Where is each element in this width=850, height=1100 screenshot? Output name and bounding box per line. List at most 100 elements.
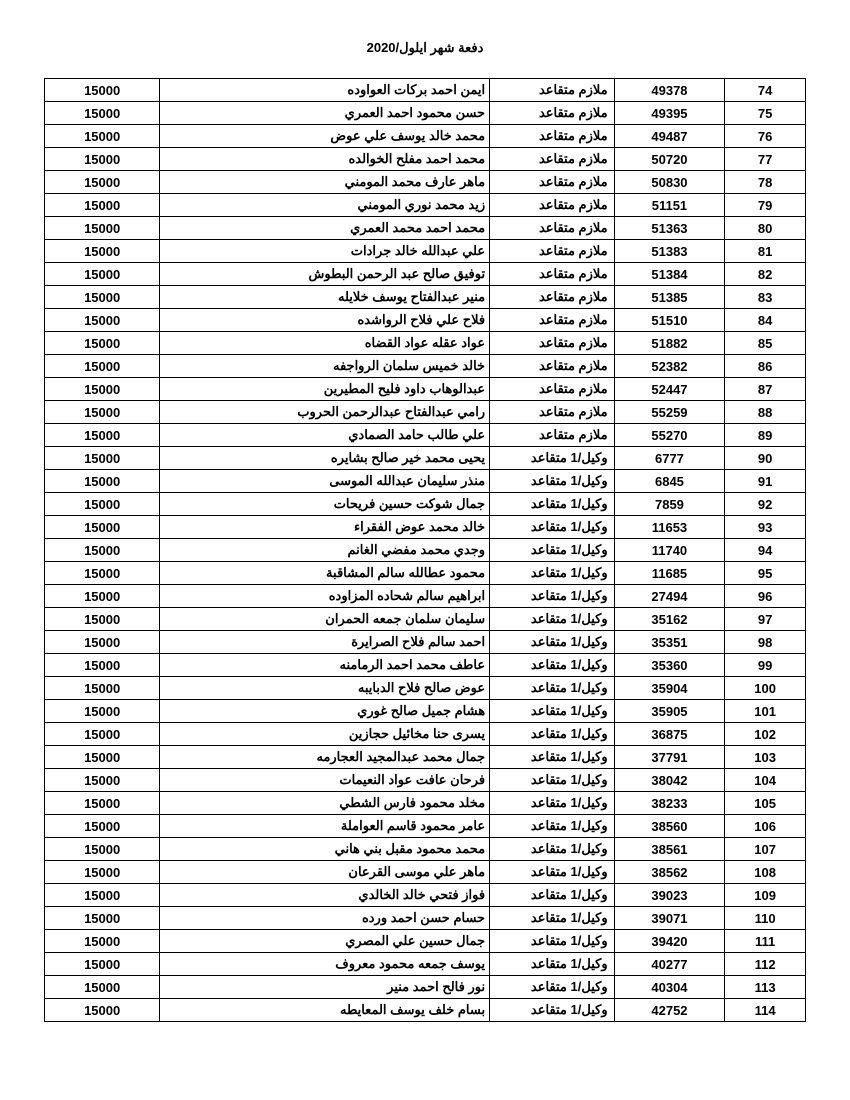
cell-rank: ملازم متقاعد	[490, 355, 615, 378]
cell-rank: وكيل/1 متقاعد	[490, 746, 615, 769]
cell-seq: 114	[725, 999, 806, 1022]
cell-amount: 15000	[45, 723, 160, 746]
cell-amount: 15000	[45, 401, 160, 424]
cell-rank: وكيل/1 متقاعد	[490, 654, 615, 677]
cell-seq: 91	[725, 470, 806, 493]
table-row: 7750720ملازم متقاعدمحمد احمد مفلح الخوال…	[45, 148, 806, 171]
cell-rank: وكيل/1 متقاعد	[490, 608, 615, 631]
cell-seq: 76	[725, 125, 806, 148]
cell-name: مخلد محمود فارس الشطي	[160, 792, 490, 815]
cell-id: 49487	[614, 125, 725, 148]
cell-rank: وكيل/1 متقاعد	[490, 539, 615, 562]
cell-id: 35904	[614, 677, 725, 700]
cell-id: 38562	[614, 861, 725, 884]
cell-name: ماهر علي موسى القرعان	[160, 861, 490, 884]
cell-amount: 15000	[45, 654, 160, 677]
cell-seq: 101	[725, 700, 806, 723]
table-row: 8551882ملازم متقاعدعواد عقله عواد القضاه…	[45, 332, 806, 355]
cell-id: 50830	[614, 171, 725, 194]
table-row: 11139420وكيل/1 متقاعدجمال حسين علي المصر…	[45, 930, 806, 953]
table-row: 10638560وكيل/1 متقاعدعامر محمود قاسم الع…	[45, 815, 806, 838]
cell-amount: 15000	[45, 999, 160, 1022]
table-row: 9835351وكيل/1 متقاعداحمد سالم فلاح الصرا…	[45, 631, 806, 654]
cell-amount: 15000	[45, 585, 160, 608]
cell-amount: 15000	[45, 148, 160, 171]
cell-id: 52447	[614, 378, 725, 401]
cell-amount: 15000	[45, 792, 160, 815]
cell-id: 39023	[614, 884, 725, 907]
cell-rank: ملازم متقاعد	[490, 194, 615, 217]
cell-amount: 15000	[45, 631, 160, 654]
cell-amount: 15000	[45, 286, 160, 309]
table-row: 8151383ملازم متقاعدعلي عبدالله خالد جراد…	[45, 240, 806, 263]
page-title: دفعة شهر ايلول/2020	[44, 40, 806, 56]
cell-name: وجدي محمد مفضي الغانم	[160, 539, 490, 562]
cell-rank: وكيل/1 متقاعد	[490, 838, 615, 861]
cell-rank: وكيل/1 متقاعد	[490, 930, 615, 953]
table-row: 8955270ملازم متقاعدعلي طالب حامد الصمادي…	[45, 424, 806, 447]
cell-id: 51385	[614, 286, 725, 309]
cell-seq: 96	[725, 585, 806, 608]
cell-seq: 99	[725, 654, 806, 677]
cell-amount: 15000	[45, 976, 160, 999]
cell-rank: وكيل/1 متقاعد	[490, 723, 615, 746]
cell-name: فرحان عافت عواد النعيمات	[160, 769, 490, 792]
cell-seq: 74	[725, 79, 806, 102]
cell-rank: وكيل/1 متقاعد	[490, 631, 615, 654]
cell-seq: 83	[725, 286, 806, 309]
cell-rank: ملازم متقاعد	[490, 378, 615, 401]
cell-rank: وكيل/1 متقاعد	[490, 447, 615, 470]
table-row: 906777وكيل/1 متقاعديحيى محمد خير صالح بش…	[45, 447, 806, 470]
cell-seq: 75	[725, 102, 806, 125]
cell-amount: 15000	[45, 930, 160, 953]
cell-id: 35162	[614, 608, 725, 631]
cell-name: زيد محمد نوري المومني	[160, 194, 490, 217]
cell-id: 11653	[614, 516, 725, 539]
cell-amount: 15000	[45, 378, 160, 401]
cell-name: عاطف محمد احمد الرمامنه	[160, 654, 490, 677]
cell-id: 38560	[614, 815, 725, 838]
cell-seq: 78	[725, 171, 806, 194]
cell-seq: 88	[725, 401, 806, 424]
cell-rank: وكيل/1 متقاعد	[490, 815, 615, 838]
cell-name: ابراهيم سالم شحاده المزاوده	[160, 585, 490, 608]
cell-seq: 81	[725, 240, 806, 263]
cell-amount: 15000	[45, 447, 160, 470]
cell-id: 51882	[614, 332, 725, 355]
cell-id: 35905	[614, 700, 725, 723]
cell-amount: 15000	[45, 240, 160, 263]
table-row: 7951151ملازم متقاعدزيد محمد نوري المومني…	[45, 194, 806, 217]
table-row: 11340304وكيل/1 متقاعدنور فالح احمد منير1…	[45, 976, 806, 999]
table-row: 8752447ملازم متقاعدعبدالوهاب داود فليح ا…	[45, 378, 806, 401]
cell-rank: وكيل/1 متقاعد	[490, 677, 615, 700]
cell-amount: 15000	[45, 815, 160, 838]
cell-seq: 98	[725, 631, 806, 654]
cell-amount: 15000	[45, 907, 160, 930]
cell-seq: 85	[725, 332, 806, 355]
cell-name: علي طالب حامد الصمادي	[160, 424, 490, 447]
cell-id: 35360	[614, 654, 725, 677]
table-row: 9735162وكيل/1 متقاعدسليمان سلمان جمعه ال…	[45, 608, 806, 631]
cell-seq: 102	[725, 723, 806, 746]
cell-id: 51363	[614, 217, 725, 240]
cell-amount: 15000	[45, 769, 160, 792]
cell-seq: 89	[725, 424, 806, 447]
table-row: 8351385ملازم متقاعدمنير عبدالفتاح يوسف خ…	[45, 286, 806, 309]
cell-amount: 15000	[45, 102, 160, 125]
cell-id: 51151	[614, 194, 725, 217]
cell-rank: وكيل/1 متقاعد	[490, 585, 615, 608]
cell-id: 39420	[614, 930, 725, 953]
cell-id: 52382	[614, 355, 725, 378]
cell-rank: ملازم متقاعد	[490, 240, 615, 263]
table-row: 7449378ملازم متقاعدايمن احمد بركات العوا…	[45, 79, 806, 102]
cell-seq: 92	[725, 493, 806, 516]
table-row: 10035904وكيل/1 متقاعدعوض صالح فلاح الدبا…	[45, 677, 806, 700]
cell-amount: 15000	[45, 884, 160, 907]
cell-amount: 15000	[45, 125, 160, 148]
cell-id: 11740	[614, 539, 725, 562]
cell-rank: وكيل/1 متقاعد	[490, 861, 615, 884]
cell-amount: 15000	[45, 562, 160, 585]
cell-id: 49378	[614, 79, 725, 102]
table-row: 9627494وكيل/1 متقاعدابراهيم سالم شحاده ا…	[45, 585, 806, 608]
cell-rank: وكيل/1 متقاعد	[490, 700, 615, 723]
